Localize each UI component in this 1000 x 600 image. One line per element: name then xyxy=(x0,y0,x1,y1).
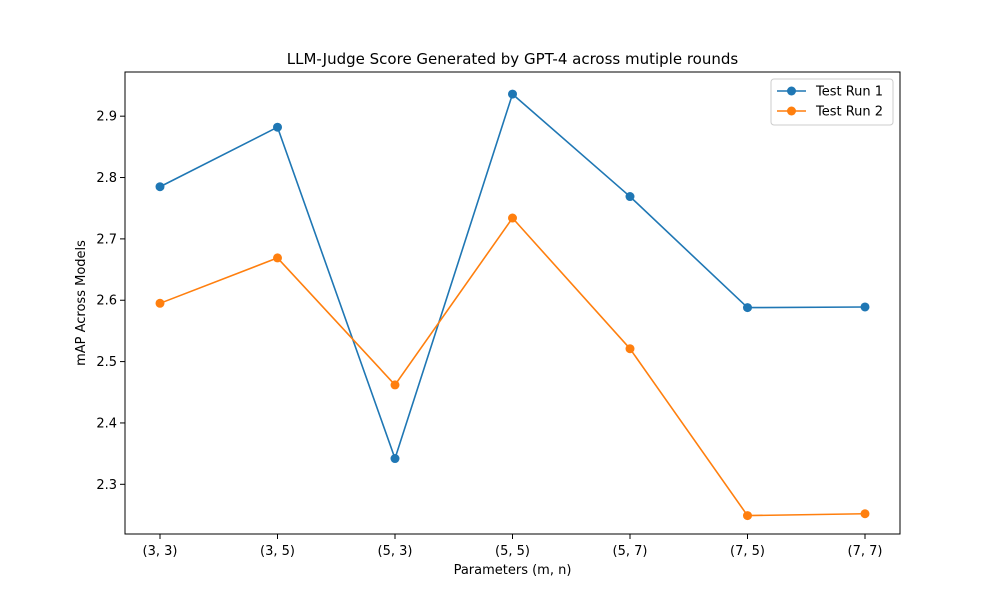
legend-entry-2-label: Test Run 2 xyxy=(815,105,883,120)
y-axis: 2.3 2.4 2.5 2.6 2.7 2.8 2.9 xyxy=(96,110,125,493)
legend: Test Run 1 Test Run 2 xyxy=(770,78,894,126)
legend-entry-1-label: Test Run 1 xyxy=(815,85,883,100)
series-1-point xyxy=(625,192,635,202)
series-2-point xyxy=(860,509,870,519)
plot-area-frame xyxy=(124,71,901,535)
x-tick-label: (7, 7) xyxy=(848,544,883,559)
y-tick-label: 2.5 xyxy=(96,355,117,370)
y-tick-label: 2.8 xyxy=(96,171,117,186)
y-tick-label: 2.9 xyxy=(96,110,117,125)
x-tick-label: (7, 5) xyxy=(730,544,765,559)
series-1-point xyxy=(860,302,870,312)
series-1-point xyxy=(390,454,400,464)
legend-entry-1-marker xyxy=(787,86,796,96)
x-tick-label: (5, 5) xyxy=(495,544,530,559)
x-tick-label: (3, 3) xyxy=(143,544,178,559)
series-2-point xyxy=(743,511,752,521)
series-layer xyxy=(155,89,870,521)
y-tick-label: 2.7 xyxy=(96,232,117,247)
series-1-point xyxy=(743,303,752,313)
x-axis-label: Parameters (m, n) xyxy=(454,563,572,578)
series-2-point xyxy=(508,213,517,223)
x-tick-label: (3, 5) xyxy=(260,544,295,559)
x-tick-label: (5, 7) xyxy=(613,544,648,559)
chart-title: LLM-Judge Score Generated by GPT-4 acros… xyxy=(287,50,739,68)
x-axis: (3, 3) (3, 5) (5, 3) (5, 5) (5, 7) (7, 5) (7, … xyxy=(143,534,883,559)
series-1-point xyxy=(155,182,165,192)
legend-entry-2-marker xyxy=(787,106,796,116)
series-2-point xyxy=(273,253,282,263)
y-tick-label: 2.4 xyxy=(96,416,117,431)
series-1-point xyxy=(273,122,282,132)
series-1-point xyxy=(508,89,517,99)
series-2-point xyxy=(625,344,635,354)
series-2-point xyxy=(155,298,165,308)
y-axis-label: mAP Across Models xyxy=(74,240,89,366)
y-tick-label: 2.3 xyxy=(96,478,117,493)
x-tick-label: (5, 3) xyxy=(378,544,413,559)
y-tick-label: 2.6 xyxy=(96,294,117,309)
series-2-point xyxy=(390,380,400,390)
